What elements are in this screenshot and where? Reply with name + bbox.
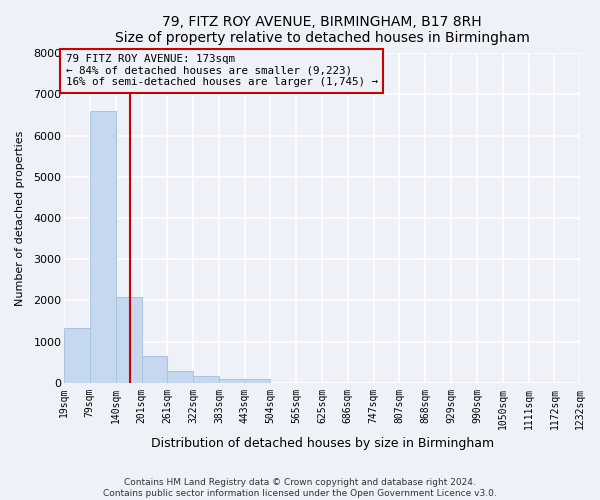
Bar [167,370,193,382]
Bar [142,356,167,382]
Bar [219,380,245,382]
Bar [116,297,142,382]
Bar [64,328,90,382]
Bar [90,111,116,382]
X-axis label: Distribution of detached houses by size in Birmingham: Distribution of detached houses by size … [151,437,494,450]
Bar [193,376,219,382]
Title: 79, FITZ ROY AVENUE, BIRMINGHAM, B17 8RH
Size of property relative to detached h: 79, FITZ ROY AVENUE, BIRMINGHAM, B17 8RH… [115,15,530,45]
Text: Contains HM Land Registry data © Crown copyright and database right 2024.
Contai: Contains HM Land Registry data © Crown c… [103,478,497,498]
Text: 79 FITZ ROY AVENUE: 173sqm
← 84% of detached houses are smaller (9,223)
16% of s: 79 FITZ ROY AVENUE: 173sqm ← 84% of deta… [65,54,377,88]
Bar [245,378,271,382]
Y-axis label: Number of detached properties: Number of detached properties [15,130,25,306]
